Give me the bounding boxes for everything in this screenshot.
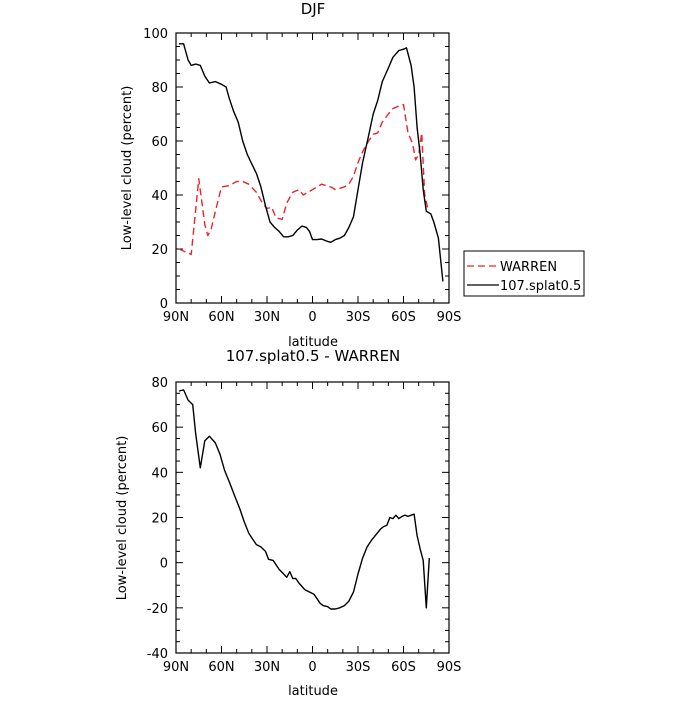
y-axis-label: Low-level cloud (percent) xyxy=(115,436,130,601)
y-tick-labels: -40 -20 0 20 40 60 80 xyxy=(147,376,168,662)
series-line-warren xyxy=(178,103,429,256)
series-line-difference xyxy=(178,389,430,610)
legend-box xyxy=(463,250,585,297)
legend: WARREN 107.splat0.5 xyxy=(463,250,585,297)
x-tick-label: 60S xyxy=(391,310,416,325)
y-tick-label: 60 xyxy=(151,135,168,150)
tick-marks xyxy=(175,381,450,654)
y-axis-label: Low-level cloud (percent) xyxy=(120,86,135,251)
y-tick-label: 0 xyxy=(160,297,168,312)
y-tick-label: 80 xyxy=(151,376,168,391)
x-tick-label: 90S xyxy=(437,310,462,325)
x-tick-label: 90N xyxy=(163,310,189,325)
chart-title: DJF xyxy=(301,0,326,18)
x-tick-label: 30N xyxy=(254,660,280,675)
x-tick-label: 90N xyxy=(163,660,189,675)
legend-label-107-splat0-5: 107.splat0.5 xyxy=(500,279,581,294)
y-tick-label: 0 xyxy=(160,557,168,572)
x-tick-label: 90S xyxy=(437,660,462,675)
x-tick-label: 30S xyxy=(346,310,371,325)
series-line-107-splat0-5 xyxy=(179,43,444,282)
tick-marks xyxy=(175,32,450,304)
x-tick-label: 30S xyxy=(346,660,371,675)
y-tick-label: 20 xyxy=(151,512,168,527)
legend-label-warren: WARREN xyxy=(500,260,557,275)
series-lines xyxy=(178,389,430,610)
x-axis-label: latitude xyxy=(288,335,338,350)
x-tick-label: 0 xyxy=(308,660,316,675)
x-tick-label: 30N xyxy=(254,310,280,325)
chart-panel-top: DJF 90N 60N 30N 0 30S 60S 90S 0 20 40 60 80 100 lat… xyxy=(120,0,585,350)
x-tick-label: 60N xyxy=(208,310,234,325)
x-tick-labels: 90N 60N 30N 0 30S 60S 90S xyxy=(163,660,462,675)
x-tick-label: 60N xyxy=(208,660,234,675)
x-axis-label: latitude xyxy=(288,684,338,699)
y-tick-label: -40 xyxy=(147,647,168,662)
y-tick-labels: 0 20 40 60 80 100 xyxy=(143,27,168,312)
y-tick-label: 100 xyxy=(143,27,168,42)
x-tick-label: 60S xyxy=(391,660,416,675)
y-tick-label: 80 xyxy=(151,81,168,96)
chart-title: 107.splat0.5 - WARREN xyxy=(226,347,401,365)
x-tick-labels: 90N 60N 30N 0 30S 60S 90S xyxy=(163,310,462,325)
y-tick-label: 40 xyxy=(151,189,168,204)
chart-panel-bottom: 107.splat0.5 - WARREN 90N 60N 30N 0 30S 60S 90… xyxy=(115,347,461,699)
x-tick-label: 0 xyxy=(308,310,316,325)
series-lines xyxy=(178,43,444,282)
y-tick-label: 20 xyxy=(151,243,168,258)
y-tick-label: -20 xyxy=(147,602,168,617)
y-tick-label: 40 xyxy=(151,466,168,481)
y-tick-label: 60 xyxy=(151,421,168,436)
